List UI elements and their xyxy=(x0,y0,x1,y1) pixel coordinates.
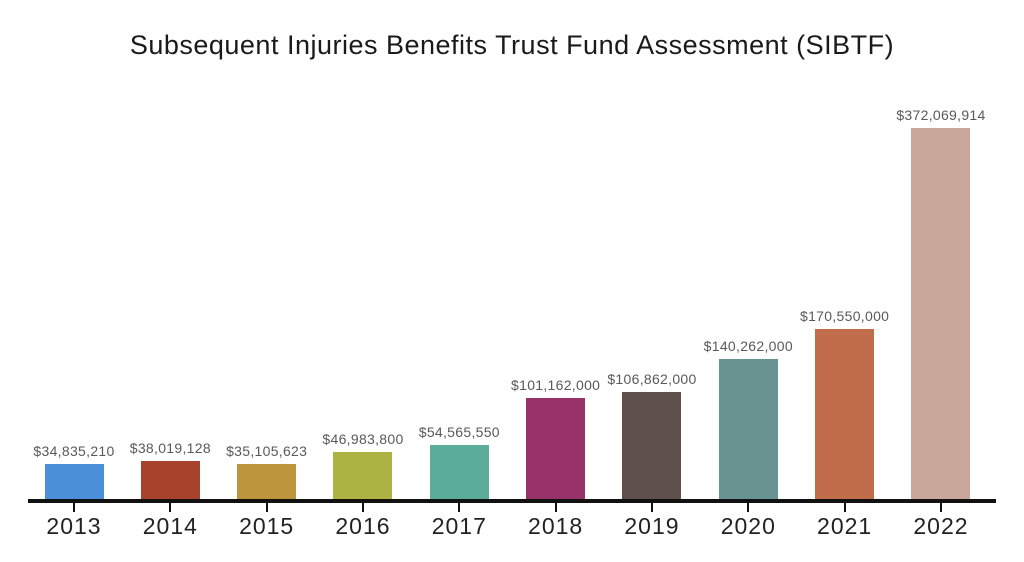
bar-value-label: $140,262,000 xyxy=(703,338,793,355)
bar-value-label: $35,105,623 xyxy=(226,443,308,459)
x-axis-category-label: 2014 xyxy=(142,513,198,539)
x-axis-category-label: 2021 xyxy=(817,513,873,539)
x-axis-tick xyxy=(169,503,172,512)
x-axis-category-label: 2020 xyxy=(720,513,776,539)
bar-2016 xyxy=(333,452,393,499)
bar-2015 xyxy=(237,464,297,499)
x-axis-tick xyxy=(843,503,846,512)
chart-title: Subsequent Injuries Benefits Trust Fund … xyxy=(129,30,895,60)
x-axis-category-label: 2013 xyxy=(46,513,102,539)
x-axis-category-label: 2016 xyxy=(335,513,391,539)
x-axis-category-label: 2017 xyxy=(431,513,487,539)
x-axis-tick xyxy=(650,503,653,512)
bar-2017 xyxy=(429,444,489,499)
bar-2022 xyxy=(911,128,971,499)
x-axis-tick xyxy=(747,503,750,512)
bar-2019 xyxy=(622,392,682,499)
x-axis-category-label: 2022 xyxy=(913,513,969,539)
bar-2018 xyxy=(526,398,586,499)
bar-value-label: $170,550,000 xyxy=(800,307,890,324)
x-axis-tick xyxy=(939,503,942,512)
x-axis-category-label: 2018 xyxy=(528,513,584,539)
bar-2014 xyxy=(140,461,200,499)
bar-value-label: $372,069,914 xyxy=(896,107,986,123)
bar-value-label: $46,983,800 xyxy=(322,431,404,448)
bar-value-label: $34,835,210 xyxy=(33,443,115,460)
x-axis-tick xyxy=(265,503,268,512)
x-axis-line xyxy=(28,499,996,503)
x-axis-category-label: 2019 xyxy=(624,513,680,539)
bar-value-label: $38,019,128 xyxy=(129,440,211,457)
bar-2021 xyxy=(815,328,875,499)
x-axis-category-label: 2015 xyxy=(239,513,295,539)
bar-value-label: $54,565,550 xyxy=(418,423,500,440)
x-axis-tick xyxy=(554,503,557,512)
x-axis-tick xyxy=(73,503,75,512)
x-axis-tick xyxy=(361,503,364,512)
bar-value-label: $101,162,000 xyxy=(511,377,601,394)
bar-2013 xyxy=(44,464,104,499)
bar-value-label: $106,862,000 xyxy=(607,371,697,388)
x-axis-tick xyxy=(458,503,461,512)
bar-2020 xyxy=(718,359,778,499)
